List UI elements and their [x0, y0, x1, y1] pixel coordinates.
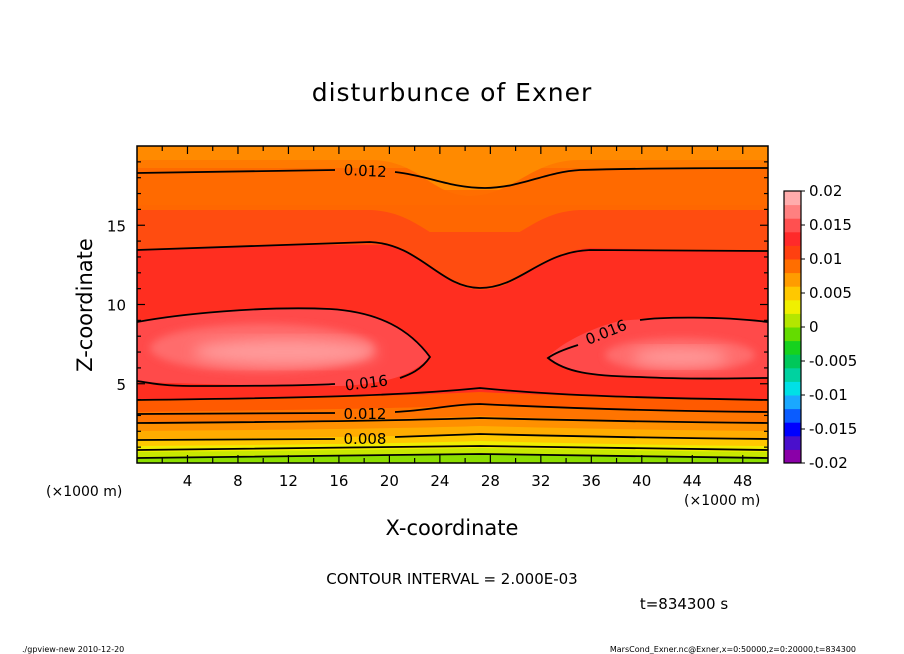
contour-line-014-upper — [137, 241, 768, 289]
colorbar-swatch — [784, 422, 801, 437]
colorbar-swatch — [784, 435, 801, 450]
colorbar-swatch — [784, 191, 801, 206]
x-tick-label: 16 — [329, 472, 348, 490]
contour-line-014-lower — [137, 387, 768, 401]
x-tick-label: 28 — [481, 472, 500, 490]
contour-line-012-lower — [137, 403, 768, 415]
y-tick-label: 10 — [107, 297, 126, 315]
colorbar-tick-label: 0.005 — [809, 284, 852, 302]
x-tick-label: 36 — [582, 472, 601, 490]
colorbar-swatch — [784, 327, 801, 342]
colorbar-swatch — [784, 299, 801, 314]
colorbar-swatch — [784, 286, 801, 301]
colorbar-swatch — [784, 204, 801, 219]
contour-field — [137, 146, 768, 463]
colorbar-ticks: 0.02 0.015 0.01 0.005 0 -0.005 -0.01 -0.015 -0.0… — [801, 182, 857, 472]
colorbar-tick-label: 0.02 — [809, 182, 842, 200]
colorbar-swatch — [784, 272, 801, 287]
footer-left: ./gpview-new 2010-12-20 — [22, 645, 124, 654]
contour-lines — [137, 167, 768, 459]
colorbar-swatch — [784, 313, 801, 328]
x-unit-right: (×1000 m) — [684, 493, 760, 509]
x-axis-title: X-coordinate — [386, 516, 519, 540]
colorbar-tick-label: 0 — [809, 318, 819, 336]
colorbar-swatch — [784, 340, 801, 355]
colorbar — [784, 191, 801, 464]
x-unit-left: (×1000 m) — [46, 484, 122, 500]
x-tick-label: 8 — [233, 472, 243, 490]
colorbar-swatch — [784, 449, 801, 464]
colorbar-swatch — [784, 367, 801, 382]
colorbar-swatch — [784, 354, 801, 369]
colorbar-swatch — [784, 395, 801, 410]
contour-line-010 — [137, 417, 768, 424]
colorbar-swatch — [784, 408, 801, 423]
y-tick-label: 5 — [116, 376, 126, 394]
colorbar-tick-label: 0.01 — [809, 250, 842, 268]
contour-line-008 — [137, 433, 768, 441]
footer-right: MarsCond_Exner.nc@Exner,x=0:50000,z=0:20… — [610, 645, 856, 654]
x-tick-label: 40 — [632, 472, 651, 490]
colorbar-tick-label: 0.015 — [809, 216, 852, 234]
colorbar-swatch — [784, 245, 801, 260]
contour-line-016-left — [137, 307, 432, 387]
contour-interval-text: CONTOUR INTERVAL = 2.000E-03 — [326, 570, 577, 588]
y-axis-ticks: 5 10 15 — [107, 161, 768, 448]
x-tick-label: 12 — [279, 472, 298, 490]
y-axis-title: Z-coordinate — [73, 238, 97, 372]
contour-label: 0.008 — [344, 430, 387, 448]
colorbar-tick-label: -0.005 — [809, 352, 857, 370]
x-axis-ticks: 4 8 12 16 20 24 28 32 36 40 44 48 — [161, 146, 752, 490]
colorbar-tick-label: -0.02 — [809, 454, 848, 472]
x-tick-label: 24 — [430, 472, 449, 490]
contour-label: 0.012 — [344, 405, 387, 423]
contour-label: 0.012 — [343, 161, 387, 181]
contour-line-012-upper — [137, 167, 768, 189]
contour-line-004 — [137, 453, 768, 459]
chart-title: disturbunce of Exner — [312, 78, 593, 107]
x-tick-label: 4 — [183, 472, 193, 490]
colorbar-swatch — [784, 381, 801, 396]
time-text: t=834300 s — [640, 595, 728, 613]
contour-line-006 — [137, 445, 768, 451]
colorbar-tick-label: -0.015 — [809, 420, 857, 438]
colorbar-swatch — [784, 231, 801, 246]
x-tick-label: 44 — [683, 472, 702, 490]
x-tick-label: 48 — [733, 472, 752, 490]
y-tick-label: 15 — [107, 217, 126, 235]
colorbar-swatch — [784, 218, 801, 233]
colorbar-swatch — [784, 259, 801, 274]
x-tick-label: 32 — [531, 472, 550, 490]
contour-label: 0.016 — [344, 371, 389, 394]
colorbar-tick-label: -0.01 — [809, 386, 848, 404]
contour-line-016-right — [546, 316, 768, 380]
x-tick-label: 20 — [380, 472, 399, 490]
